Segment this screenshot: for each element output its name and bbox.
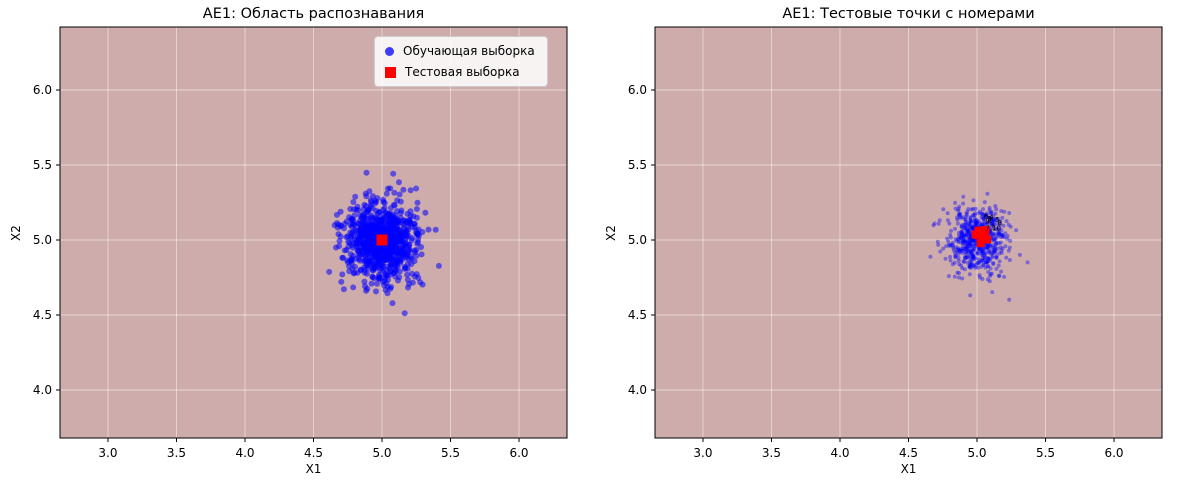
x-tick-label: 6.0 <box>509 446 528 460</box>
y-tick-label: 5.5 <box>628 158 647 172</box>
svg-text:2: 2 <box>988 217 992 225</box>
x-tick-label: 5.5 <box>441 446 460 460</box>
svg-text:5: 5 <box>995 216 999 224</box>
axis-ticks: 3.0 3.5 4.0 4.5 5.0 5.5 6.0 4.0 4.5 5.0 5.5 6.0 <box>628 83 1124 460</box>
x-tick-label: 4.0 <box>830 446 849 460</box>
x-tick-label: 5.0 <box>967 446 986 460</box>
svg-text:8: 8 <box>998 219 1002 227</box>
legend-label-training: Обучающая выборка <box>403 44 535 58</box>
right-chart: 1 2 3 4 5 6 7 8 9 10 3.0 3.5 4.0 4.5 5.0 5.5 6.0 4.0 4.5 5.… <box>595 0 1189 490</box>
x-tick-label: 5.0 <box>372 446 391 460</box>
svg-text:3: 3 <box>987 215 991 223</box>
svg-text:10: 10 <box>992 225 1001 233</box>
left-y-axis-label: X2 <box>9 225 23 241</box>
x-tick-label: 3.0 <box>693 446 712 460</box>
svg-text:1: 1 <box>991 223 995 231</box>
y-tick-label: 4.0 <box>628 383 647 397</box>
right-x-axis-label: X1 <box>900 462 917 476</box>
right-y-axis-label: X2 <box>604 225 618 241</box>
x-tick-label: 4.5 <box>304 446 323 460</box>
axis-ticks: 3.0 3.5 4.0 4.5 5.0 5.5 6.0 4.0 4.5 5.0 5.5 6.0 <box>33 83 529 460</box>
test-marker-icon <box>385 66 396 78</box>
test-point <box>376 234 388 246</box>
x-tick-label: 3.0 <box>98 446 117 460</box>
left-x-axis-label: X1 <box>305 462 322 476</box>
legend-item-test: Тестовая выборка <box>385 65 535 79</box>
y-tick-label: 4.0 <box>33 383 52 397</box>
x-tick-label: 6.0 <box>1104 446 1123 460</box>
legend: Обучающая выборка Тестовая выборка <box>374 36 548 87</box>
y-tick-label: 4.5 <box>628 308 647 322</box>
legend-label-test: Тестовая выборка <box>405 65 520 79</box>
training-marker-icon <box>385 46 394 56</box>
legend-item-training: Обучающая выборка <box>385 44 535 58</box>
y-tick-label: 4.5 <box>33 308 52 322</box>
training-cluster <box>326 169 442 317</box>
svg-text:4: 4 <box>989 213 994 221</box>
left-chart-canvas: 3.0 3.5 4.0 4.5 5.0 5.5 6.0 4.0 4.5 5.0 5.5 6.0 <box>33 26 568 460</box>
svg-text:9: 9 <box>985 218 989 226</box>
y-tick-label: 5.5 <box>33 158 52 172</box>
left-chart-title: AE1: Область распознавания <box>202 6 425 22</box>
left-chart: 3.0 3.5 4.0 4.5 5.0 5.5 6.0 4.0 4.5 5.0 5.5 6.0 AE1… <box>0 0 594 490</box>
x-tick-label: 4.5 <box>899 446 918 460</box>
gridlines <box>60 27 567 438</box>
x-tick-label: 4.0 <box>235 446 254 460</box>
right-chart-title: AE1: Тестовые точки с номерами <box>782 6 1035 22</box>
y-tick-label: 5.0 <box>33 233 52 247</box>
y-tick-label: 6.0 <box>628 83 647 97</box>
x-tick-label: 3.5 <box>762 446 781 460</box>
gridlines <box>655 27 1162 438</box>
y-tick-label: 5.0 <box>628 233 647 247</box>
x-tick-label: 3.5 <box>167 446 186 460</box>
x-tick-label: 5.5 <box>1036 446 1055 460</box>
svg-text:7: 7 <box>985 225 989 233</box>
svg-text:6: 6 <box>984 212 989 220</box>
y-tick-label: 6.0 <box>33 83 52 97</box>
